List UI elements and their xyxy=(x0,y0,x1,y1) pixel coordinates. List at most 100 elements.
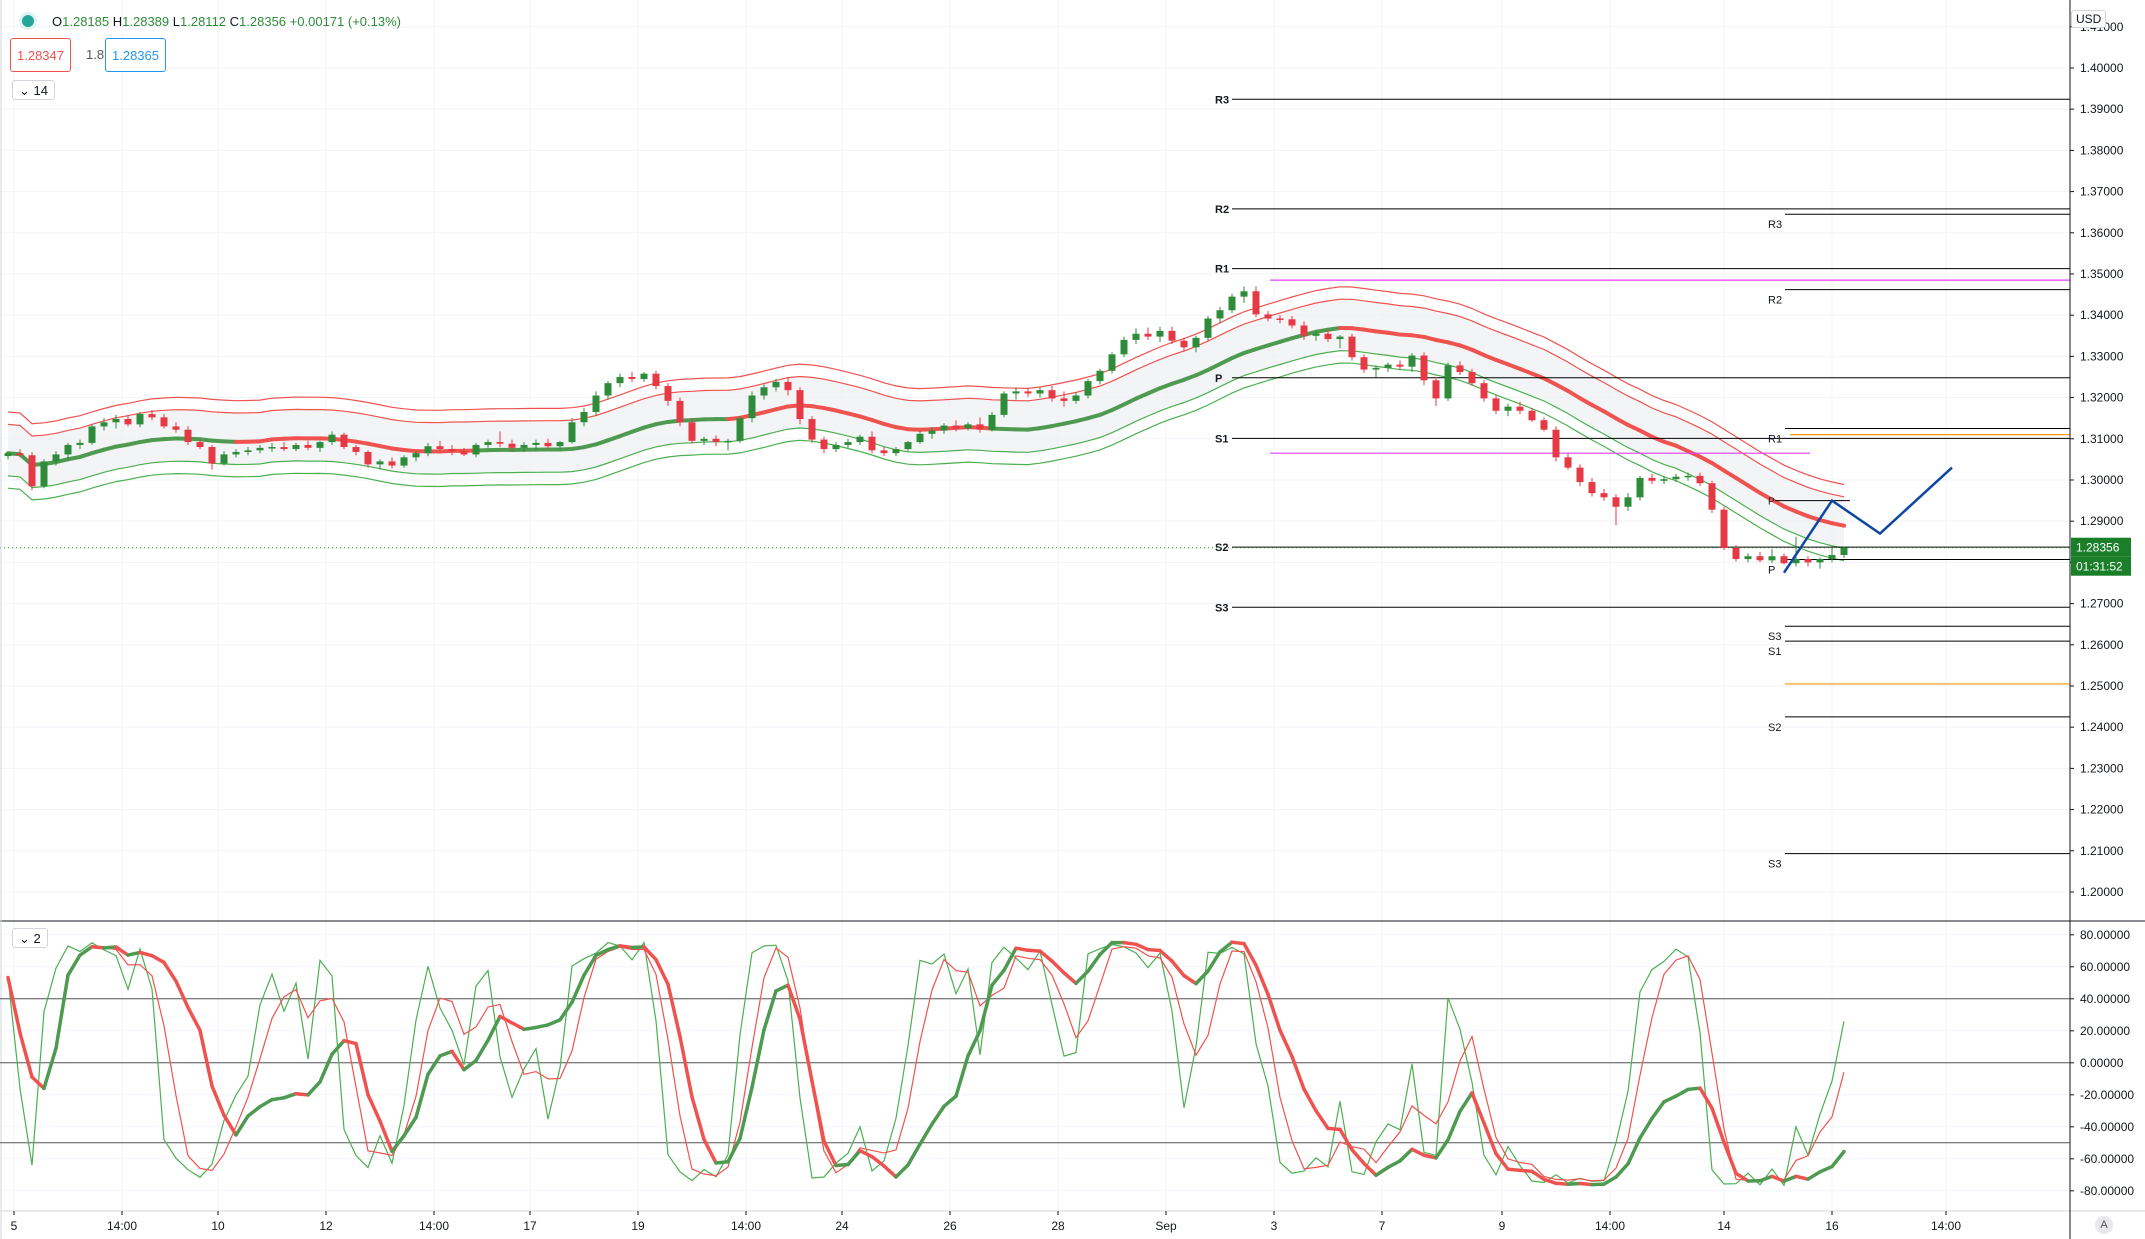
pivot-label: P xyxy=(1215,373,1222,385)
ma-segment xyxy=(1590,403,1606,414)
candle-body xyxy=(1264,314,1272,319)
osc-thick-segment xyxy=(954,1054,970,1098)
candle-body xyxy=(412,453,420,458)
candle-body xyxy=(280,447,288,450)
close-label: C xyxy=(229,14,240,29)
price-tick-label: 1.40000 xyxy=(2080,61,2124,75)
osc-thick-segment xyxy=(1290,1054,1306,1091)
ma-segment xyxy=(1254,343,1270,352)
osc-thick-segment xyxy=(378,1119,394,1154)
osc-thick-segment xyxy=(1542,1177,1558,1186)
pivot-label: S3 xyxy=(1768,859,1781,871)
time-tick-label: 5 xyxy=(11,1219,18,1233)
time-tick-label: 9 xyxy=(1499,1219,1506,1233)
candle-body xyxy=(832,444,840,450)
auto-scale-button[interactable]: A xyxy=(2095,1216,2113,1234)
osc-thick-segment xyxy=(1410,1147,1426,1157)
osc-thick-segment xyxy=(858,1148,874,1159)
main-pane-collapse-button[interactable]: ⌄ 14 xyxy=(12,80,55,100)
osc-thick-segment xyxy=(1590,1182,1606,1187)
ma-segment xyxy=(1542,376,1558,387)
osc-thick-segment xyxy=(318,1052,334,1084)
candle-body xyxy=(64,444,72,455)
osc-thick-segment xyxy=(1314,1109,1330,1131)
ma-segment xyxy=(762,407,778,415)
osc-thick-segment xyxy=(486,1014,502,1043)
osc-thick-segment xyxy=(1074,969,1090,986)
oscillator-pane-collapse-button[interactable]: ⌄ 2 xyxy=(12,928,48,948)
osc-fast-line xyxy=(7,941,1845,1187)
ma-segment xyxy=(1218,356,1234,367)
candle-body xyxy=(1720,509,1728,548)
ma-segment xyxy=(570,445,586,451)
osc-thick-segment xyxy=(6,975,22,1035)
time-tick-label: 24 xyxy=(835,1219,849,1233)
osc-thick-segment xyxy=(54,973,70,1051)
currency-label[interactable]: USD xyxy=(2071,10,2107,28)
time-tick-label: 16 xyxy=(1825,1219,1839,1233)
ma-segment xyxy=(1134,391,1150,401)
osc-thick-segment xyxy=(1062,971,1078,986)
candle-body xyxy=(640,373,648,380)
osc-thick-segment xyxy=(354,1041,370,1097)
time-tick-label: 28 xyxy=(1051,1219,1065,1233)
osc-tick-label: -20.00000 xyxy=(2080,1088,2134,1102)
candle-body xyxy=(1360,357,1368,370)
main-pane-tag-label: 14 xyxy=(33,83,48,98)
low-value: 1.28112 xyxy=(180,14,227,29)
candle-body xyxy=(1516,406,1524,411)
osc-thick-segment xyxy=(1206,950,1222,973)
candle-body xyxy=(136,414,144,425)
time-tick-label: 14:00 xyxy=(419,1219,449,1233)
candle-body xyxy=(220,454,228,464)
ma-segment xyxy=(78,451,94,459)
osc-thick-segment xyxy=(222,1113,238,1137)
ma-segment xyxy=(90,447,106,456)
candle-body xyxy=(1576,467,1584,483)
osc-thick-segment xyxy=(1230,940,1246,946)
osc-thick-segment xyxy=(810,1079,826,1143)
pivot-label: R2 xyxy=(1768,295,1782,307)
ma-segment xyxy=(1050,421,1066,429)
ma-segment xyxy=(1674,443,1690,454)
ma-segment xyxy=(1410,333,1426,339)
osc-tick-label: -60.00000 xyxy=(2080,1152,2134,1166)
osc-thick-segment xyxy=(1458,1091,1474,1114)
candle-body xyxy=(892,449,900,454)
ma-segment xyxy=(1638,428,1654,439)
ma-segment xyxy=(1470,347,1486,358)
osc-thick-segment xyxy=(690,1095,706,1142)
candle-body xyxy=(1528,410,1536,421)
sell-button[interactable]: 1.28347 xyxy=(10,38,71,72)
osc-thick-segment xyxy=(1650,1100,1666,1121)
osc-thick-segment xyxy=(1734,1171,1750,1183)
ma-segment xyxy=(1482,353,1498,362)
buy-button[interactable]: 1.28365 xyxy=(105,38,166,72)
candle-body xyxy=(388,461,396,466)
ma-segment xyxy=(1374,329,1390,335)
osc-thick-segment xyxy=(966,1028,982,1058)
pivot-label: R2 xyxy=(1215,204,1229,216)
ma-segment xyxy=(1578,396,1594,408)
osc-thick-segment xyxy=(1338,1127,1354,1152)
ma-segment xyxy=(834,408,850,416)
candle-body xyxy=(820,439,828,450)
osc-thick-segment xyxy=(258,1097,274,1109)
ma-segment xyxy=(558,446,574,452)
candle-body xyxy=(1168,330,1176,341)
candle-body xyxy=(112,419,120,423)
candle-body xyxy=(160,417,168,427)
osc-thick-segment xyxy=(1326,1126,1342,1132)
osc-thick-segment xyxy=(1710,1106,1726,1145)
candle-body xyxy=(796,390,804,420)
osc-thick-segment xyxy=(162,960,178,983)
osc-thick-segment xyxy=(1278,1028,1294,1059)
band-area xyxy=(8,299,1844,549)
osc-thick-segment xyxy=(1014,946,1030,953)
candle-body xyxy=(964,424,972,429)
candle-body xyxy=(1588,482,1596,494)
candle-body xyxy=(1732,547,1740,560)
price-axis: 1.20000 1.21000 1.22000 1.23000 1.24000 1.250… xyxy=(2070,20,2134,1198)
osc-thick-segment xyxy=(618,944,634,950)
